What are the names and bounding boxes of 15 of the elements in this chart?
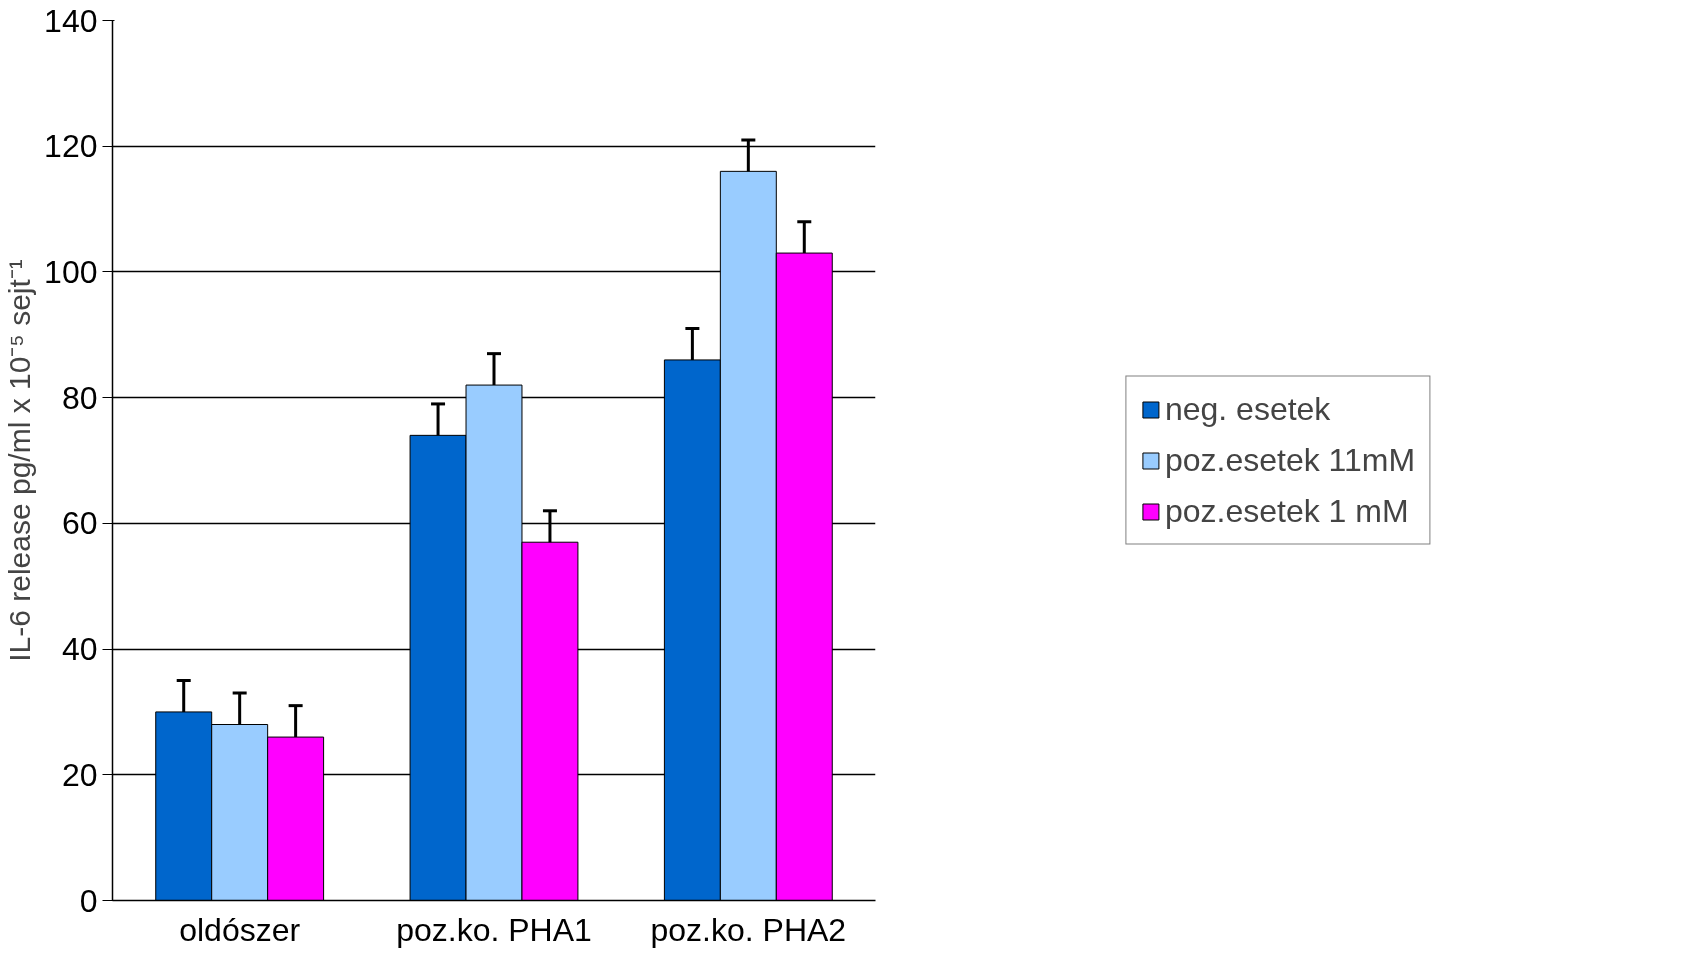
y-tick-label: 40 [61, 631, 98, 668]
y-tick-label: 0 [79, 882, 98, 919]
legend-label: poz.esetek 11mM [1164, 441, 1416, 479]
y-tick-label: 60 [61, 505, 98, 542]
legend-label: poz.esetek 1 mM [1164, 492, 1409, 530]
x-tick-label: oldószer [179, 911, 301, 948]
y-axis-title: IL-6 release pg/ml x 10⁻⁵ sejt⁻¹ [3, 259, 37, 662]
legend-label: neg. esetek [1164, 390, 1331, 428]
x-tick-label: poz.ko. PHA2 [650, 911, 847, 948]
y-tick-label: 80 [61, 379, 98, 416]
y-tick-label: 100 [44, 253, 98, 290]
y-tick-label: 20 [61, 756, 98, 793]
y-tick-label: 140 [44, 2, 98, 39]
x-tick-label: poz.ko. PHA1 [396, 911, 592, 948]
y-tick-label: 120 [44, 128, 98, 165]
